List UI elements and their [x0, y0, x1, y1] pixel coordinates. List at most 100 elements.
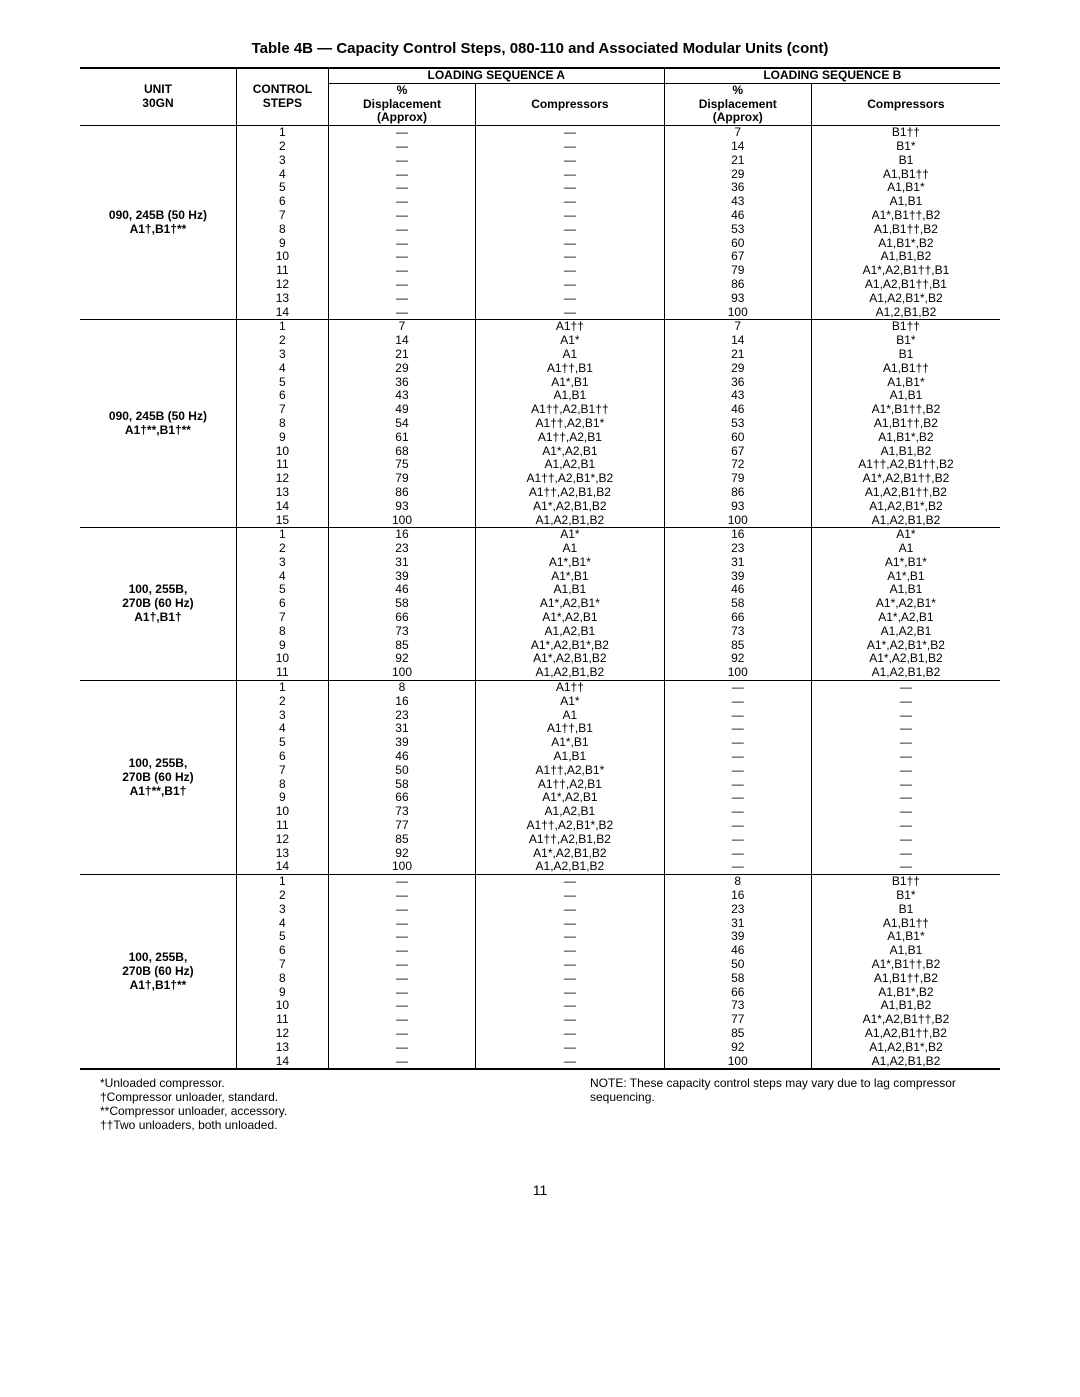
comp-a-cell: A1*,A2,B1 [476, 791, 665, 805]
step-cell: 1 [236, 681, 328, 695]
disp-b-cell: 85 [664, 639, 811, 653]
step-cell: 1 [236, 875, 328, 889]
step-cell: 1 [236, 320, 328, 334]
comp-a-cell: — [476, 917, 665, 931]
step-cell: 14 [236, 860, 328, 874]
disp-a-cell: 36 [328, 376, 475, 390]
comp-a-cell: A1,B1 [476, 389, 665, 403]
comp-a-cell: A1 [476, 348, 665, 362]
comp-a-cell: A1*,A2,B1,B2 [476, 652, 665, 666]
comp-a-cell: A1††,A2,B1* [476, 764, 665, 778]
disp-b-cell: 67 [664, 250, 811, 264]
comp-b-cell: A1,B1†† [811, 362, 1000, 376]
step-cell: 9 [236, 986, 328, 1000]
disp-b-cell: — [664, 860, 811, 874]
disp-b-cell: 67 [664, 445, 811, 459]
step-cell: 10 [236, 652, 328, 666]
disp-b-cell: 60 [664, 237, 811, 251]
comp-b-cell: A1*,B1* [811, 556, 1000, 570]
step-cell: 3 [236, 556, 328, 570]
comp-b-cell: — [811, 695, 1000, 709]
disp-a-cell: — [328, 986, 475, 1000]
disp-a-cell: — [328, 250, 475, 264]
comp-b-cell: — [811, 681, 1000, 695]
page-number: 11 [80, 1182, 1000, 1198]
comp-b-cell: — [811, 750, 1000, 764]
comp-a-cell: — [476, 986, 665, 1000]
step-cell: 5 [236, 583, 328, 597]
comp-b-cell: A1*,B1††,B2 [811, 958, 1000, 972]
disp-b-cell: — [664, 833, 811, 847]
comp-b-cell: — [811, 722, 1000, 736]
comp-b-cell: A1 [811, 542, 1000, 556]
comp-a-cell: — [476, 875, 665, 889]
step-cell: 12 [236, 833, 328, 847]
disp-a-cell: — [328, 903, 475, 917]
disp-b-cell: 16 [664, 889, 811, 903]
comp-a-cell: — [476, 1055, 665, 1070]
comp-b-cell: A1*,A2,B1* [811, 597, 1000, 611]
disp-b-cell: 31 [664, 917, 811, 931]
disp-a-cell: 50 [328, 764, 475, 778]
comp-a-cell: A1*,B1* [476, 556, 665, 570]
disp-a-cell: — [328, 875, 475, 889]
disp-b-cell: 31 [664, 556, 811, 570]
comp-b-cell: B1†† [811, 320, 1000, 334]
disp-a-cell: 49 [328, 403, 475, 417]
disp-a-cell: — [328, 930, 475, 944]
comp-a-cell: A1††,A2,B1 [476, 431, 665, 445]
disp-b-cell: 7 [664, 126, 811, 140]
disp-b-cell: 23 [664, 903, 811, 917]
step-cell: 13 [236, 1041, 328, 1055]
footnote-line: ††Two unloaders, both unloaded. [100, 1118, 287, 1132]
disp-b-cell: 85 [664, 1027, 811, 1041]
comp-a-cell: A1††,B1 [476, 722, 665, 736]
step-cell: 13 [236, 847, 328, 861]
comp-b-cell: A1,B1* [811, 181, 1000, 195]
disp-a-cell: 8 [328, 681, 475, 695]
disp-a-cell: 79 [328, 472, 475, 486]
comp-a-cell: — [476, 154, 665, 168]
disp-a-cell: — [328, 889, 475, 903]
disp-a-cell: 29 [328, 362, 475, 376]
comp-a-cell: — [476, 278, 665, 292]
unit-cell: 100, 255B,270B (60 Hz)A1†,B1†** [80, 875, 236, 1070]
step-cell: 13 [236, 486, 328, 500]
disp-b-cell: 43 [664, 195, 811, 209]
disp-b-cell: 93 [664, 500, 811, 514]
comp-a-cell: — [476, 264, 665, 278]
disp-b-cell: 100 [664, 1055, 811, 1070]
step-cell: 11 [236, 819, 328, 833]
step-cell: 4 [236, 722, 328, 736]
comp-a-cell: A1,A2,B1,B2 [476, 666, 665, 680]
footnote-note: NOTE: These capacity control steps may v… [590, 1076, 1000, 1132]
disp-b-cell: 8 [664, 875, 811, 889]
comp-a-cell: — [476, 1041, 665, 1055]
disp-b-cell: 73 [664, 625, 811, 639]
comp-b-cell: B1* [811, 140, 1000, 154]
disp-a-cell: 68 [328, 445, 475, 459]
step-cell: 11 [236, 264, 328, 278]
step-cell: 14 [236, 500, 328, 514]
disp-a-cell: 92 [328, 652, 475, 666]
disp-a-cell: — [328, 209, 475, 223]
disp-b-cell: — [664, 736, 811, 750]
step-cell: 3 [236, 709, 328, 723]
step-cell: 4 [236, 362, 328, 376]
disp-b-cell: 53 [664, 223, 811, 237]
step-cell: 12 [236, 278, 328, 292]
step-cell: 8 [236, 417, 328, 431]
disp-a-cell: 43 [328, 389, 475, 403]
step-cell: 12 [236, 1027, 328, 1041]
disp-a-cell: 86 [328, 486, 475, 500]
disp-a-cell: 58 [328, 778, 475, 792]
disp-a-cell: — [328, 306, 475, 320]
disp-a-cell: 23 [328, 542, 475, 556]
comp-b-cell: B1 [811, 348, 1000, 362]
disp-a-cell: 16 [328, 695, 475, 709]
disp-a-cell: 75 [328, 458, 475, 472]
comp-a-cell: A1 [476, 709, 665, 723]
disp-a-cell: 100 [328, 514, 475, 528]
step-cell: 6 [236, 944, 328, 958]
comp-b-cell: — [811, 791, 1000, 805]
